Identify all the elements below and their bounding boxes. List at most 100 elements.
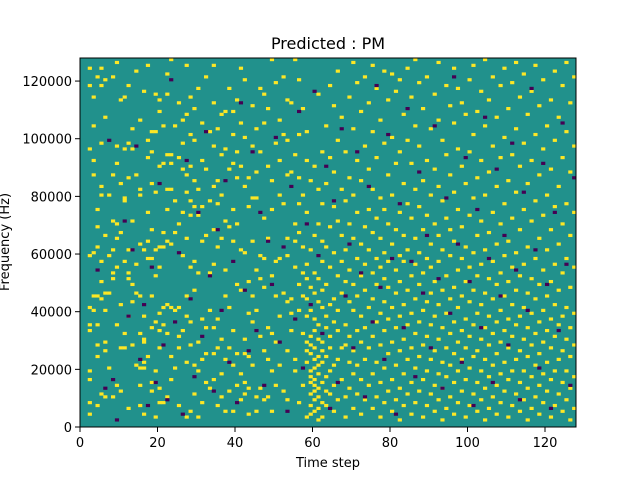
heatmap-cell-high (486, 314, 492, 318)
heatmap-cell-high (448, 228, 453, 232)
heatmap-cell-high (428, 323, 433, 327)
heatmap-cell-high (483, 386, 488, 390)
heatmap-cell-high (545, 124, 550, 128)
heatmap-cell-high (258, 386, 263, 390)
heatmap-cell-high (351, 406, 356, 410)
heatmap-cell-low (355, 150, 360, 154)
x-tick-label: 60 (304, 436, 321, 451)
heatmap-cell-high (370, 372, 375, 376)
heatmap-cell-high (471, 323, 476, 327)
heatmap-cell-high (548, 228, 554, 232)
heatmap-cell-low (297, 109, 302, 114)
heatmap-cell-high (548, 377, 554, 382)
heatmap-cell-high (235, 222, 240, 226)
heatmap-cell-high (572, 375, 577, 379)
heatmap-cell-high (281, 75, 286, 79)
heatmap-cell-low (192, 375, 197, 379)
heatmap-cell-high (328, 334, 333, 338)
heatmap-cell-high (545, 328, 550, 333)
heatmap-cell-high (452, 320, 457, 324)
heatmap-cell-high (533, 63, 538, 67)
heatmap-cell-high (300, 383, 306, 387)
heatmap-cell-high (475, 349, 480, 353)
heatmap-cell-high (134, 173, 139, 177)
heatmap-cell-high (223, 409, 228, 413)
heatmap-cell-high (483, 248, 488, 252)
heatmap-cell-high (432, 349, 437, 353)
heatmap-cell-high (401, 303, 406, 307)
heatmap-cell-high (409, 346, 414, 350)
heatmap-cell-high (568, 386, 573, 390)
heatmap-cell-high (328, 156, 333, 160)
heatmap-cell-low (308, 303, 313, 307)
heatmap-cell-high (533, 297, 538, 301)
heatmap-cell-high (324, 389, 329, 393)
heatmap-cell-high (238, 288, 244, 292)
heatmap-cell-low (448, 311, 453, 315)
heatmap-cell-high (107, 193, 112, 197)
heatmap-cell-high (316, 92, 321, 96)
heatmap-cell-high (273, 340, 278, 344)
heatmap-cell-high (355, 81, 360, 85)
heatmap-cell-high (95, 354, 100, 359)
heatmap-cell-high (262, 92, 267, 96)
heatmap-cell-high (359, 242, 364, 246)
heatmap-cell-high (308, 352, 313, 356)
heatmap-cell-low (331, 199, 337, 203)
heatmap-cell-high (424, 75, 430, 79)
heatmap-cell-high (405, 357, 410, 361)
heatmap-cell-high (347, 95, 352, 99)
heatmap-cell-high (262, 256, 267, 261)
heatmap-cell-high (258, 334, 263, 338)
heatmap-cell-high (545, 294, 550, 298)
heatmap-cell-high (479, 158, 484, 163)
heatmap-cell-high (378, 265, 383, 269)
heatmap-cell-high (560, 380, 565, 385)
heatmap-cell-high (165, 207, 170, 212)
heatmap-cell-high (355, 158, 360, 163)
heatmap-cell-high (316, 363, 321, 367)
heatmap-cell-high (312, 328, 317, 333)
heatmap-cell-high (254, 170, 259, 174)
heatmap-cell-high (207, 271, 213, 275)
heatmap-cell-low (541, 161, 546, 165)
heatmap-cell-high (568, 418, 573, 422)
heatmap-cell-high (343, 279, 348, 284)
heatmap-cell-high (273, 259, 278, 263)
heatmap-cell-high (297, 78, 302, 82)
heatmap-cell-low (165, 398, 170, 402)
heatmap-cell-high (316, 372, 321, 376)
heatmap-cell-low (176, 251, 182, 255)
heatmap-cell-high (138, 187, 143, 191)
heatmap-cell-high (134, 363, 139, 367)
heatmap-cell-high (235, 282, 240, 287)
heatmap-cell-high (219, 153, 224, 157)
heatmap-cell-high (564, 60, 569, 65)
heatmap-cell-low (405, 107, 410, 111)
heatmap-cell-high (479, 398, 484, 402)
heatmap-cell-high (161, 323, 166, 327)
heatmap-cell-low (409, 259, 414, 263)
heatmap-cell-high (114, 222, 120, 226)
heatmap-cell-high (126, 277, 131, 281)
heatmap-cell-high (157, 401, 162, 405)
heatmap-cell-high (219, 395, 224, 399)
heatmap-cell-high (351, 282, 356, 287)
heatmap-cell-high (316, 277, 321, 281)
heatmap-cell-high (87, 83, 92, 88)
heatmap-cell-high (87, 377, 92, 382)
heatmap-cell-high (165, 153, 170, 157)
heatmap-cell-high (293, 357, 298, 361)
heatmap-cell-high (494, 320, 499, 324)
heatmap-cell-high (204, 326, 209, 330)
heatmap-cell-high (138, 242, 143, 246)
heatmap-cell-high (165, 239, 170, 243)
heatmap-cell-high (405, 248, 410, 252)
heatmap-cell-high (145, 63, 151, 67)
heatmap-cell-high (320, 202, 325, 206)
heatmap-cell-high (564, 305, 569, 310)
heatmap-cell-high (413, 297, 418, 301)
heatmap-cell-high (114, 383, 120, 387)
heatmap-cell-high (444, 346, 449, 350)
heatmap-cell-high (211, 326, 216, 330)
